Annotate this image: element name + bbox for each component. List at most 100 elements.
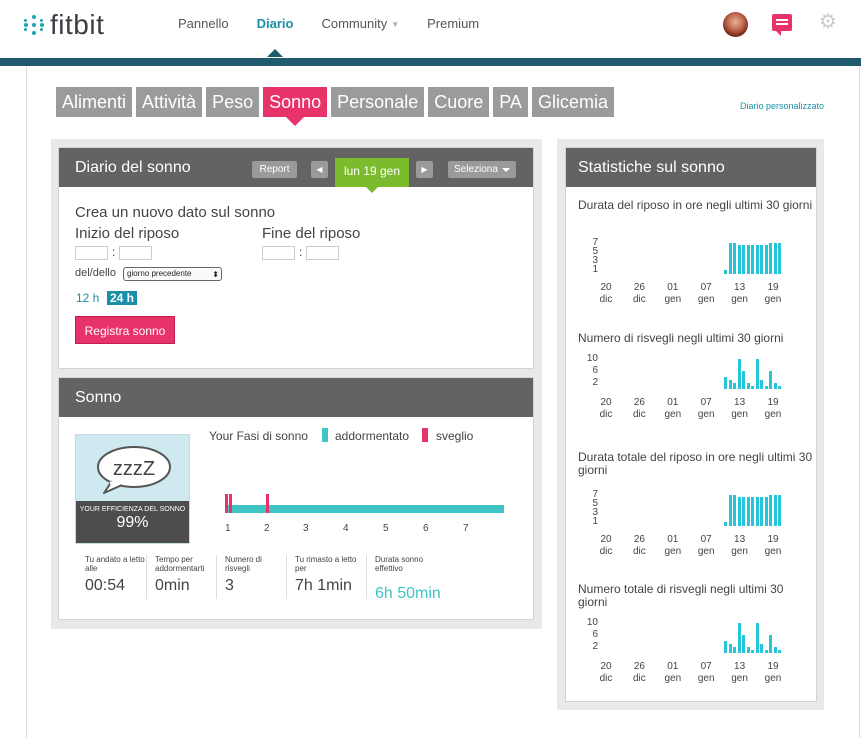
24h-toggle[interactable]: 24 h: [107, 291, 138, 305]
speech-bubble-icon: zzzZ: [97, 446, 171, 494]
x-tick-label: 26 dic: [632, 661, 646, 684]
chart-bar: [724, 521, 727, 526]
nav-pannello[interactable]: Pannello: [178, 16, 229, 31]
chart-bar: [773, 647, 777, 653]
x-tick-label: 13 gen: [731, 534, 748, 557]
x-tick-label: 07 gen: [697, 661, 715, 684]
tab-personale[interactable]: Personale: [331, 87, 425, 117]
tab-alimenti[interactable]: Alimenti: [56, 87, 133, 117]
colon: :: [112, 245, 116, 259]
tab-sonno[interactable]: Sonno: [263, 87, 328, 126]
y-tick-label: 5: [592, 245, 598, 257]
x-tick-label: 13 gen: [731, 282, 748, 305]
main-nav: Pannello Diario Community ▼ Premium: [178, 16, 507, 45]
chart-bar: [728, 380, 732, 389]
hour-tick: 6: [423, 523, 429, 534]
chart-bar: [769, 242, 772, 274]
prev-day-button[interactable]: ◀: [311, 161, 328, 178]
tab-peso[interactable]: Peso: [206, 87, 260, 117]
nav-community[interactable]: Community ▼: [321, 16, 399, 45]
y-tick-label: 5: [592, 497, 598, 509]
y-tick-label: 2: [592, 641, 598, 652]
sleep-stats-header: Statistiche sul sonno: [566, 148, 816, 187]
chevron-down-icon: ▼: [391, 20, 400, 30]
awake-marker: [229, 494, 232, 513]
x-tick-label: 20 dic: [599, 534, 613, 557]
chart-bar: [760, 244, 763, 274]
chart-bar: [755, 623, 759, 653]
mini-chart: 10 6 2 20 dic 26 dic 01 gen 07 gen 13 gen 19 gen: [578, 615, 808, 685]
chart-bar: [769, 371, 772, 389]
chart-bar: [724, 377, 727, 389]
chart-bar: [751, 244, 754, 274]
custom-diary-link[interactable]: Diario personalizzato: [740, 101, 825, 111]
chart-bar: [764, 650, 768, 653]
y-tick-label: 2: [592, 377, 598, 388]
chart-bar: [778, 242, 781, 274]
chart-bar: [733, 383, 736, 389]
chart-bar: [760, 380, 763, 389]
day-select-value: giorno precedente: [127, 269, 192, 278]
select-date-button[interactable]: Seleziona: [448, 161, 516, 178]
nav-premium[interactable]: Premium: [427, 16, 480, 31]
tab-cuore[interactable]: Cuore: [428, 87, 490, 117]
header-bar: [0, 58, 861, 66]
chart-bar: [764, 386, 768, 389]
bubble-text: zzzZ: [113, 458, 155, 480]
chart-bar: [764, 244, 768, 274]
tab-attivita[interactable]: Attività: [136, 87, 203, 117]
chart-bar: [728, 494, 732, 526]
end-minute-input[interactable]: [306, 246, 339, 260]
x-tick-label: 26 dic: [632, 397, 646, 420]
x-tick-label: 19 gen: [764, 534, 782, 557]
y-tick-label: 3: [592, 506, 598, 518]
x-tick-label: 07 gen: [697, 397, 715, 420]
chart-bar: [751, 650, 754, 653]
stat-value: 00:54: [85, 577, 126, 594]
x-tick-label: 07 gen: [697, 534, 715, 557]
y-tick-label: 6: [592, 365, 598, 376]
chart-bar: [755, 359, 759, 389]
x-tick-label: 19 gen: [764, 397, 782, 420]
tab-glicemia[interactable]: Glicemia: [531, 87, 614, 117]
x-tick-label: 13 gen: [731, 397, 748, 420]
chart-bar: [773, 383, 777, 389]
asleep-legend-label: addormentato: [335, 429, 410, 443]
hour-tick: 4: [343, 523, 349, 534]
fitbit-logo[interactable]: fitbit: [24, 9, 104, 40]
messages-icon[interactable]: [772, 14, 792, 36]
chart-bar: [733, 242, 736, 274]
nav-community-label: Community: [321, 16, 388, 31]
stat-value-highlight: 6h 50min: [375, 585, 441, 602]
day-select[interactable]: giorno precedente ⬍: [123, 267, 222, 281]
hour-tick: 2: [264, 523, 270, 534]
x-tick-label: 07 gen: [697, 282, 715, 305]
next-day-button[interactable]: ▶: [416, 161, 433, 178]
nav-diario[interactable]: Diario: [257, 16, 294, 45]
start-minute-input[interactable]: [119, 246, 152, 260]
report-button[interactable]: Report: [252, 161, 297, 178]
awake-marker: [225, 494, 228, 513]
x-tick-label: 19 gen: [764, 661, 782, 684]
x-tick-label: 20 dic: [599, 397, 613, 420]
hour-tick: 5: [383, 523, 389, 534]
mini-chart: 10 6 2 20 dic 26 dic 01 gen 07 gen 13 gen 19 gen: [578, 351, 808, 421]
colon: :: [299, 245, 303, 259]
chart-bar: [778, 650, 781, 653]
avatar[interactable]: [723, 12, 748, 37]
gear-icon[interactable]: ⚙: [819, 11, 837, 33]
end-hour-input[interactable]: [262, 246, 295, 260]
chevron-right-icon: ▶: [421, 165, 428, 174]
chart-bar: [773, 494, 777, 526]
tab-pa[interactable]: PA: [493, 87, 528, 117]
12h-toggle[interactable]: 12 h: [76, 291, 100, 305]
chevron-down-icon: [502, 168, 510, 172]
divider: [286, 555, 287, 599]
register-sleep-button[interactable]: Registra sonno: [75, 316, 175, 344]
start-hour-input[interactable]: [75, 246, 108, 260]
end-label: Fine del riposo: [262, 225, 361, 242]
sleep-panel: Sonno zzzZ YOUR EFFICIENZA DEL SONNO 99%…: [58, 377, 534, 620]
sleep-header: Sonno: [59, 378, 533, 417]
chart-bar: [742, 635, 745, 653]
chevron-left-icon: ◀: [316, 165, 323, 174]
